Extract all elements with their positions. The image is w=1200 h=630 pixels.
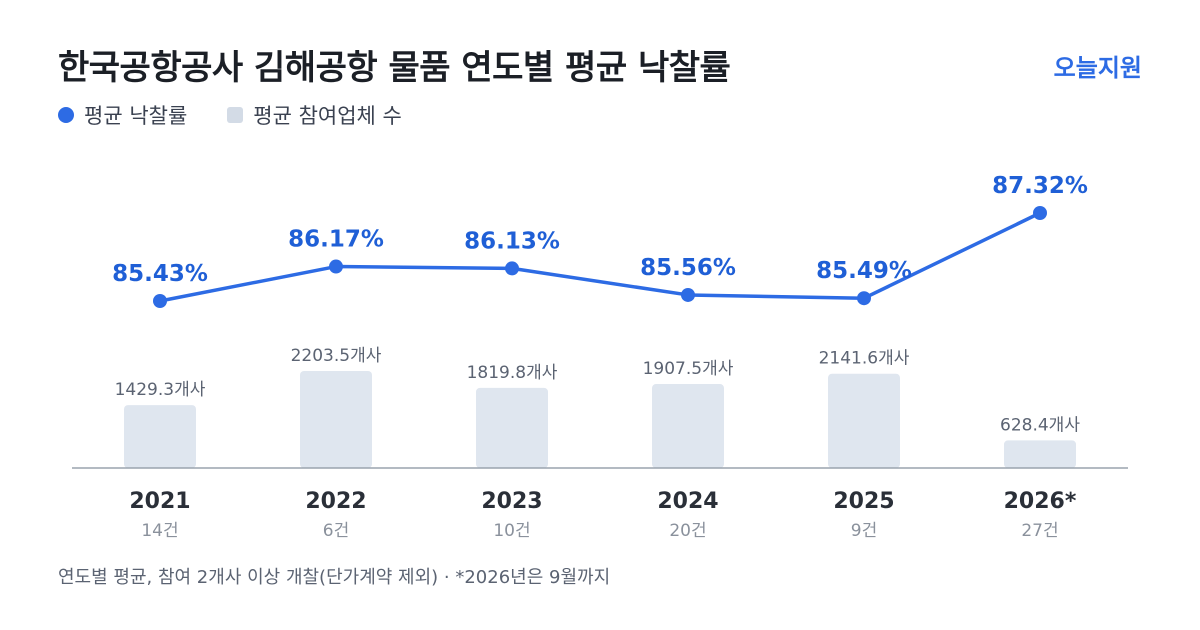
legend-dot-icon — [58, 107, 74, 123]
rate-point — [329, 259, 343, 274]
legend-square-icon — [227, 107, 244, 123]
brand-logo[interactable]: 오늘지원 — [1053, 54, 1142, 82]
bar-2024 — [652, 384, 724, 468]
rate-point — [153, 294, 167, 308]
x-tick-count: 6건 — [323, 521, 349, 541]
x-tick-count: 20건 — [669, 521, 706, 541]
legend: 평균 낙찰률 평균 참여업체 수 — [58, 100, 402, 130]
rate-point — [681, 287, 695, 302]
footnote: 연도별 평균, 참여 2개사 이상 개찰(단가계약 제외) · *2026년은 … — [58, 567, 611, 588]
rate-point — [505, 261, 519, 276]
rate-point — [857, 291, 871, 306]
rate-point — [1033, 206, 1047, 220]
rate-label: 86.17% — [288, 227, 384, 253]
x-tick-count: 9건 — [851, 521, 877, 541]
bar-label: 2141.6개사 — [819, 349, 910, 369]
x-tick-label: 2021 — [129, 489, 190, 514]
rate-label: 85.49% — [816, 258, 912, 284]
rate-label: 85.56% — [640, 255, 736, 281]
legend-item-rate: 평균 낙찰률 — [58, 100, 187, 130]
bar-label: 628.4개사 — [1000, 415, 1080, 435]
legend-item-participants: 평균 참여업체 수 — [227, 100, 402, 130]
bar-label: 1907.5개사 — [643, 359, 734, 379]
rate-label: 86.13% — [464, 228, 560, 254]
rate-line — [159, 211, 1041, 303]
x-tick-count: 14건 — [141, 521, 178, 541]
x-tick-label: 2023 — [481, 489, 542, 514]
bar-label: 1429.3개사 — [115, 380, 206, 400]
bar-label: 2203.5개사 — [291, 346, 382, 366]
x-tick-label: 2025 — [833, 489, 894, 514]
bar-2025 — [828, 373, 900, 468]
chart-title: 한국공항공사 김해공항 물품 연도별 평균 낙찰률 — [58, 48, 731, 88]
rate-label: 85.43% — [112, 261, 208, 287]
x-tick-label: 2022 — [305, 489, 366, 514]
legend-label-participants: 평균 참여업체 수 — [253, 104, 402, 128]
rate-label: 87.32% — [992, 173, 1088, 199]
x-tick-label: 2024 — [657, 489, 718, 514]
bar-2023 — [476, 387, 548, 468]
x-tick-count: 27건 — [1021, 521, 1058, 541]
x-tick-label: 2026* — [1004, 489, 1077, 514]
legend-label-rate: 평균 낙찰률 — [84, 104, 188, 128]
bar-2022 — [300, 371, 372, 468]
bar-2026* — [1004, 440, 1076, 468]
bar-2021 — [124, 405, 196, 468]
bar-label: 1819.8개사 — [467, 363, 558, 383]
x-tick-count: 10건 — [493, 521, 530, 541]
